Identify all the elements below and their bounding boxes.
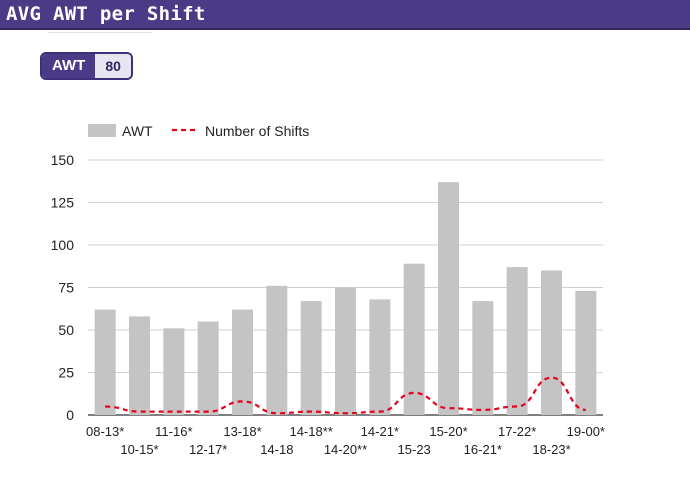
- legend-label-awt: AWT: [122, 123, 153, 139]
- awt-bar: [232, 309, 253, 415]
- awt-bar: [369, 299, 391, 415]
- x-tick-label: 14-21*: [361, 424, 399, 439]
- awt-bar: [541, 270, 562, 415]
- awt-bar: [197, 321, 219, 415]
- x-tick-label: 11-16*: [155, 424, 192, 439]
- y-tick-label: 125: [51, 195, 75, 211]
- y-tick-label: 50: [58, 322, 74, 338]
- awt-bar: [403, 263, 425, 415]
- y-tick-label: 0: [66, 407, 74, 423]
- awt-bar: [506, 267, 528, 415]
- x-tick-label: 14-18: [260, 442, 293, 457]
- x-tick-label: 15-20*: [429, 424, 467, 439]
- awt-badge: AWT 80: [40, 52, 133, 80]
- awt-bar: [163, 328, 185, 415]
- awt-bar: [335, 287, 356, 415]
- awt-badge-value: 80: [95, 54, 131, 78]
- legend-label-shifts: Number of Shifts: [205, 123, 309, 139]
- awt-bar: [300, 301, 322, 415]
- x-tick-label: 14-18**: [289, 424, 332, 439]
- x-tick-label: 12-17*: [189, 442, 227, 457]
- x-tick-label: 15-23: [398, 442, 431, 457]
- awt-bar: [129, 316, 150, 415]
- y-tick-label: 75: [58, 280, 74, 296]
- x-tick-label: 13-18*: [223, 424, 261, 439]
- legend-swatch-awt: [88, 124, 116, 137]
- awt-bar: [94, 309, 116, 415]
- x-tick-label: 16-21*: [464, 442, 502, 457]
- page-title: AVG AWT per Shift: [6, 3, 206, 25]
- title-bar: AVG AWT per Shift: [0, 0, 690, 30]
- x-tick-label: 10-15*: [120, 442, 158, 457]
- x-tick-label: 17-22*: [498, 424, 536, 439]
- awt-badge-label: AWT: [42, 54, 96, 78]
- awt-bar: [575, 290, 597, 415]
- x-tick-label: 08-13*: [86, 424, 124, 439]
- awt-bar: [438, 182, 459, 415]
- awt-bar: [472, 301, 494, 415]
- y-tick-label: 100: [51, 237, 75, 253]
- shifts-line: [105, 376, 587, 415]
- awt-bar: [266, 285, 288, 415]
- x-tick-label: 18-23*: [532, 442, 570, 457]
- title-divider: [48, 32, 152, 33]
- x-tick-label: 19-00*: [567, 424, 605, 439]
- y-tick-label: 25: [58, 365, 74, 381]
- x-tick-label: 14-20**: [324, 442, 367, 457]
- y-tick-label: 150: [51, 152, 75, 168]
